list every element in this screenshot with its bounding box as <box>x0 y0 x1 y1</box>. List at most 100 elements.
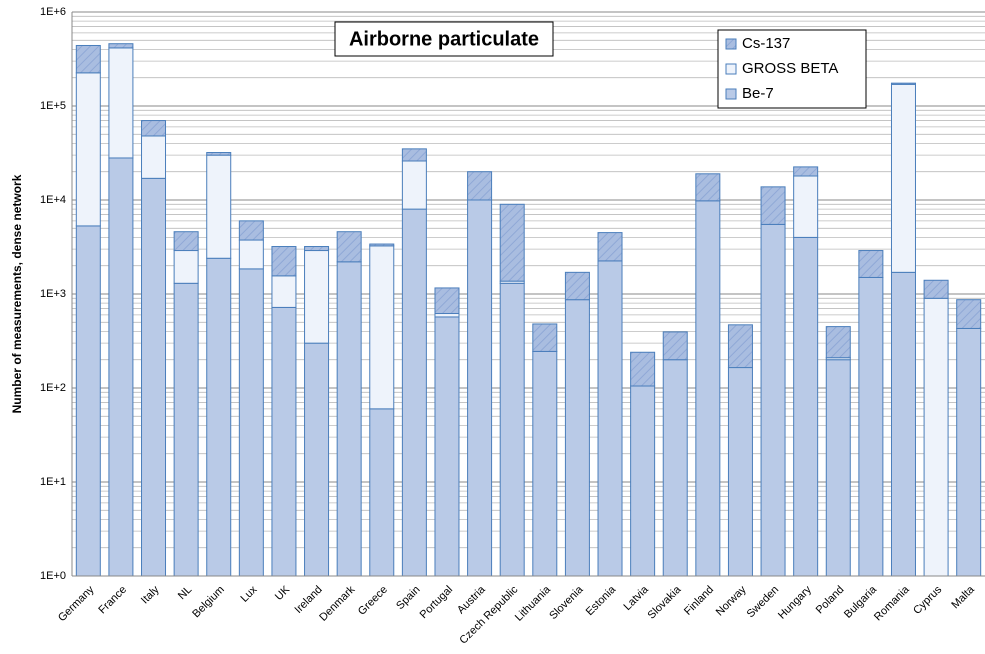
bar-segment <box>532 350 558 577</box>
bar-segment <box>499 282 525 577</box>
bar-segment <box>108 43 134 49</box>
bar-segment <box>760 186 786 225</box>
x-tick-label: Slovakia <box>646 583 685 622</box>
x-tick-label: Latvia <box>622 583 652 613</box>
bar-segment <box>336 231 362 263</box>
bar-segment <box>597 232 623 262</box>
bar-segment <box>304 246 330 252</box>
bar-segment <box>238 268 264 577</box>
bar-segment <box>108 47 134 159</box>
bar-segment <box>304 250 330 344</box>
bar-segment <box>858 250 884 278</box>
y-axis-label: Number of measurements, dense network <box>10 174 24 413</box>
bar-segment <box>75 225 101 577</box>
bar-segment <box>434 287 460 315</box>
x-tick-label: UK <box>273 583 293 603</box>
bar-segment <box>499 203 525 282</box>
bar-segment <box>434 313 460 318</box>
bar-segment <box>369 408 395 577</box>
legend <box>717 29 867 109</box>
bar-segment <box>206 152 232 156</box>
x-tick-label: Sweden <box>745 584 782 621</box>
y-tick-label: 1E+5 <box>40 100 66 112</box>
bar-segment <box>630 385 656 577</box>
bar-segment <box>923 297 949 577</box>
x-tick-label: Cyprus <box>911 583 944 616</box>
bar-segment <box>793 175 819 238</box>
x-tick-label: Belgium <box>190 584 227 621</box>
y-tick-label: 1E+0 <box>40 570 66 582</box>
x-tick-label: Portugal <box>418 584 455 621</box>
bar-segment <box>825 359 851 577</box>
bar-segment <box>825 326 851 359</box>
x-tick-label: Norway <box>714 583 749 618</box>
bar-segment <box>206 154 232 259</box>
bar-segment <box>173 282 199 577</box>
bar-segment <box>173 231 199 252</box>
x-tick-label: Finland <box>682 584 716 618</box>
x-tick-label: Czech Republic <box>457 583 520 646</box>
bar-segment <box>890 83 916 273</box>
x-tick-label: Malta <box>949 583 977 611</box>
bar-segment <box>532 323 558 352</box>
bar-segment <box>434 316 460 577</box>
bar-segment <box>75 72 101 227</box>
bar-segment <box>467 171 493 201</box>
y-tick-label: 1E+3 <box>40 288 66 300</box>
bar-segment <box>956 299 982 329</box>
bar-segment <box>890 82 916 85</box>
bar-segment <box>695 200 721 577</box>
bar-segment <box>108 157 134 577</box>
bar-segment <box>271 306 297 577</box>
title-box <box>334 21 554 57</box>
bar-segment <box>564 299 590 577</box>
bar-segment <box>858 276 884 577</box>
x-tick-label: Spain <box>394 584 422 612</box>
legend-label: GROSS BETA <box>742 60 838 77</box>
bar-segment <box>369 243 395 247</box>
x-tick-label: Ireland <box>292 584 324 616</box>
x-tick-label: Lux <box>238 583 259 604</box>
bar-segment <box>597 260 623 577</box>
bar-segment <box>401 148 427 162</box>
y-tick-label: 1E+2 <box>40 382 66 394</box>
x-tick-label: Greece <box>356 584 390 618</box>
legend-swatch <box>725 88 737 100</box>
bar-segment <box>206 257 232 577</box>
bar-segment <box>271 246 297 277</box>
bar-segment <box>923 279 949 299</box>
bar-segment <box>238 239 264 270</box>
x-tick-label: France <box>96 584 129 617</box>
bar-segment <box>695 173 721 202</box>
x-tick-label: Lithuania <box>513 583 554 624</box>
x-tick-label: Denmark <box>317 583 357 623</box>
bar-segment <box>793 236 819 577</box>
x-tick-label: Romania <box>872 583 912 623</box>
legend-swatch <box>725 63 737 75</box>
chart-title: Airborne particulate <box>349 28 539 50</box>
x-tick-label: Slovenia <box>547 583 586 622</box>
bar-segment <box>141 177 167 577</box>
bar-segment <box>141 135 167 179</box>
legend-swatch <box>725 38 737 50</box>
bar-segment <box>564 271 590 301</box>
bar-segment <box>890 271 916 577</box>
bar-segment <box>271 275 297 308</box>
x-tick-label: Italy <box>139 583 162 606</box>
bar-segment <box>401 160 427 210</box>
bar-segment <box>727 367 753 577</box>
y-tick-label: 1E+4 <box>40 194 66 206</box>
bar-segment <box>727 324 753 369</box>
legend-label: Cs-137 <box>742 35 790 52</box>
bar-segment <box>760 223 786 577</box>
bar-segment <box>630 351 656 387</box>
y-tick-label: 1E+1 <box>40 476 66 488</box>
x-tick-label: Germany <box>56 583 97 624</box>
bar-segment <box>662 359 688 577</box>
bar-segment <box>141 120 167 137</box>
x-tick-label: Estonia <box>584 583 619 618</box>
x-tick-label: NL <box>176 584 194 602</box>
bar-segment <box>467 199 493 577</box>
bar-segment <box>304 342 330 577</box>
